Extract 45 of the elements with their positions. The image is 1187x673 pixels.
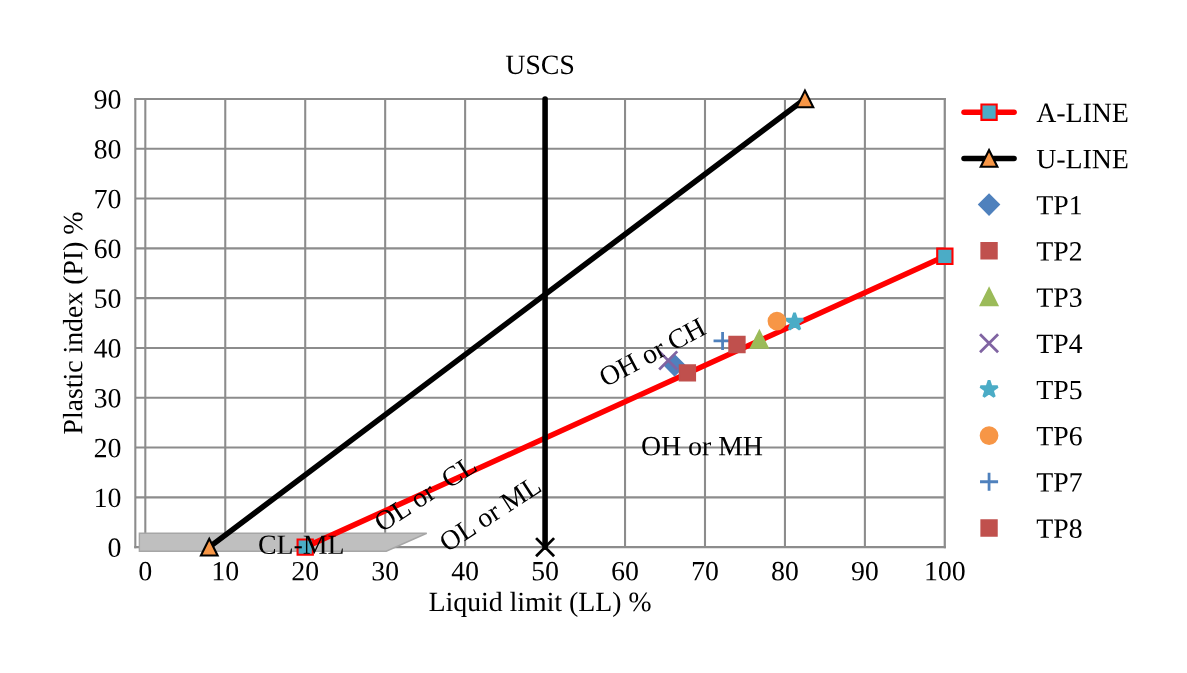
point — [784, 311, 805, 331]
y-tick-label: 0 — [108, 538, 121, 558]
legend-label: TP6 — [1036, 426, 1082, 446]
y-tick-label: 30 — [94, 388, 121, 408]
point — [199, 537, 219, 557]
annotation: OH or CH — [597, 317, 708, 388]
x-tick-label: 70 — [692, 561, 718, 581]
legend-label: TP3 — [1036, 288, 1082, 307]
x-tick-label: 0 — [139, 561, 152, 581]
x-tick-label: 100 — [926, 561, 965, 581]
y-tick-label: 50 — [95, 289, 121, 309]
legend-label: TP2 — [1036, 242, 1082, 261]
point — [728, 335, 746, 354]
point — [767, 311, 787, 331]
y-tick-label: 20 — [94, 438, 121, 458]
x-tick-label: 40 — [451, 561, 478, 581]
y-tick-label: 60 — [94, 239, 121, 259]
legend-label: TP8 — [1036, 519, 1082, 538]
x-tick-label: 90 — [851, 561, 878, 581]
legend-label: TP7 — [1036, 473, 1082, 492]
y-tick-label: 90 — [94, 90, 121, 109]
x-tick-label: 30 — [372, 561, 398, 581]
x-tick-label: 10 — [213, 561, 239, 581]
point — [534, 536, 556, 558]
y-tick-label: 70 — [95, 189, 121, 209]
legend-label: TP5 — [1036, 380, 1082, 400]
point — [936, 247, 954, 265]
y-tick-label: 80 — [94, 139, 121, 159]
x-tick-label: 20 — [292, 561, 319, 581]
x-tick-label: 50 — [532, 561, 558, 581]
legend-label: TP1 — [1036, 195, 1081, 215]
legend-label: U-LINE — [1036, 149, 1128, 169]
point — [795, 89, 815, 109]
y-axis-title: Plastic index (PI) % — [62, 212, 89, 434]
chart-title: USCS — [505, 55, 574, 75]
legend-label: A-LINE — [1036, 103, 1128, 122]
annotation: OH or MH — [642, 436, 763, 456]
x-tick-label: 60 — [612, 561, 638, 581]
y-tick-label: 10 — [96, 488, 121, 508]
legend-label: TP4 — [1036, 334, 1083, 353]
y-tick-label: 40 — [94, 339, 121, 358]
point — [678, 364, 697, 382]
point — [749, 330, 769, 349]
x-tick-label: 80 — [772, 561, 798, 581]
x-axis-title: Liquid limit (LL) % — [429, 591, 651, 617]
